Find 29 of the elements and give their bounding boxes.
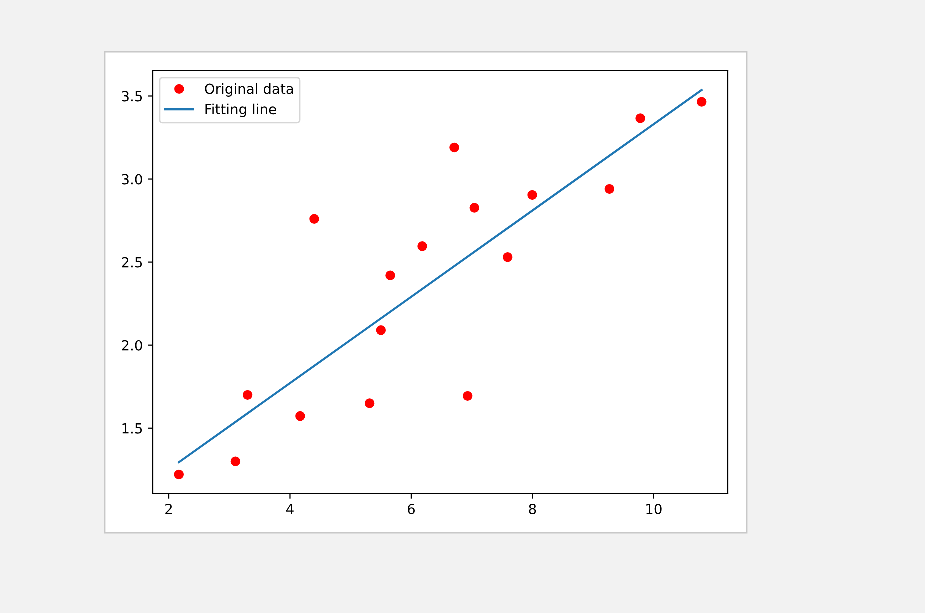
point <box>604 184 615 194</box>
y-tick-label: 3.5 <box>122 91 142 102</box>
point <box>697 97 707 107</box>
point <box>470 203 480 213</box>
y-tick-label: 2.5 <box>122 257 142 268</box>
point <box>174 470 184 480</box>
point <box>450 142 460 153</box>
point <box>296 411 306 422</box>
point <box>364 398 375 408</box>
point <box>376 326 386 336</box>
point <box>310 214 320 224</box>
y-tick-label: 1.5 <box>122 424 142 434</box>
x-tick-label: 10 <box>646 504 662 514</box>
x-tick-label: 6 <box>408 504 416 514</box>
point <box>418 242 428 252</box>
point <box>242 390 253 400</box>
point <box>502 252 513 262</box>
point <box>386 270 396 280</box>
legend-label: Original data <box>205 84 294 97</box>
x-tick-label: 2 <box>166 504 172 514</box>
y-tick-label: 3.0 <box>122 174 142 185</box>
point <box>636 114 646 124</box>
point <box>230 456 241 466</box>
legend-label: Fitting line <box>206 104 276 118</box>
x-tick-label: 4 <box>286 504 294 514</box>
x-tick-label: 8 <box>529 504 536 514</box>
point <box>528 190 538 200</box>
point <box>462 391 473 402</box>
y-tick-label: 2.0 <box>122 340 142 351</box>
